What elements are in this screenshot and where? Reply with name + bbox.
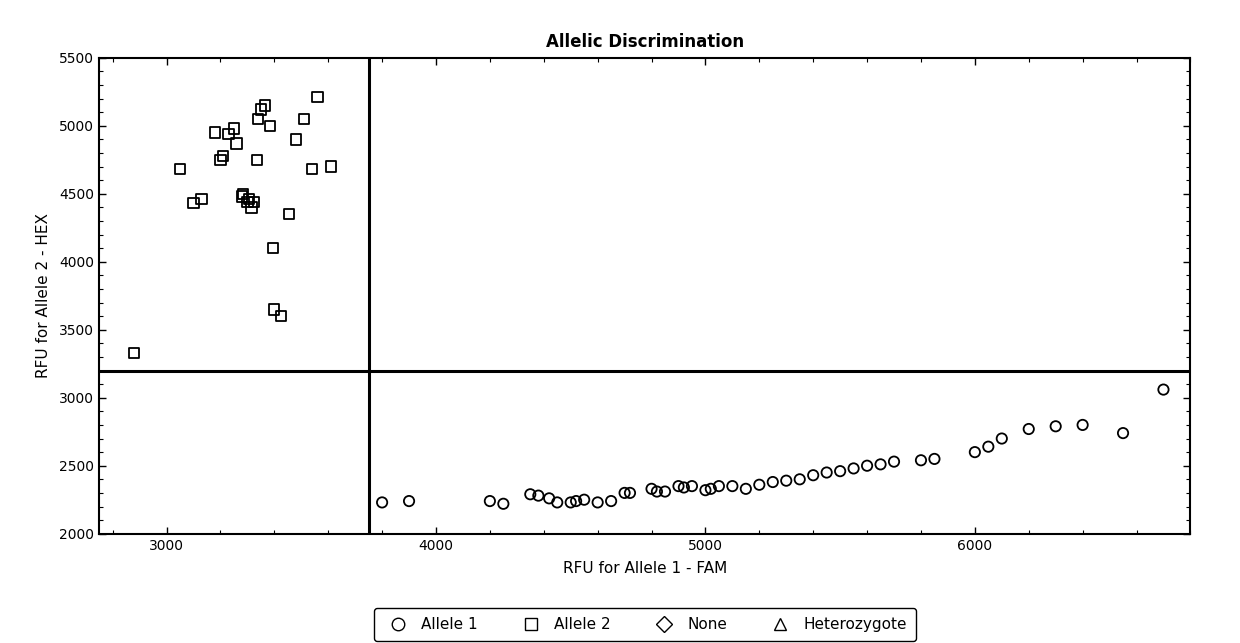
Point <box>239 194 259 204</box>
Point <box>870 459 890 469</box>
Point <box>601 496 621 506</box>
Point <box>668 481 688 491</box>
X-axis label: RFU for Allele 1 - FAM: RFU for Allele 1 - FAM <box>563 561 727 576</box>
Point <box>244 197 264 207</box>
Point <box>192 194 212 204</box>
Point <box>250 104 270 114</box>
Point <box>213 150 233 161</box>
Point <box>494 498 513 509</box>
Point <box>817 467 837 478</box>
Point <box>620 488 640 498</box>
Point <box>279 209 299 219</box>
Point <box>247 155 267 165</box>
Point <box>205 127 224 138</box>
Point <box>303 164 322 174</box>
Point <box>308 92 327 102</box>
Point <box>232 192 252 202</box>
Point <box>857 460 877 471</box>
Point <box>227 138 247 149</box>
Legend: Allele 1, Allele 2, None, Heterozygote: Allele 1, Allele 2, None, Heterozygote <box>373 608 916 641</box>
Point <box>1045 421 1065 431</box>
Point <box>372 497 392 507</box>
Point <box>224 123 244 134</box>
Point <box>701 484 720 494</box>
Point <box>574 494 594 505</box>
Point <box>723 481 743 491</box>
Point <box>124 348 144 358</box>
Point <box>1073 420 1092 430</box>
Point <box>539 493 559 503</box>
Point <box>641 484 661 494</box>
Point <box>992 433 1012 444</box>
Point <box>560 497 580 507</box>
Point <box>831 466 851 476</box>
Point <box>170 164 190 174</box>
Point <box>255 100 275 111</box>
Point <box>696 485 715 495</box>
Title: Allelic Discrimination: Allelic Discrimination <box>546 33 744 51</box>
Point <box>286 134 306 145</box>
Point <box>884 457 904 467</box>
Point <box>911 455 931 466</box>
Point <box>218 129 238 139</box>
Point <box>843 464 863 474</box>
Point <box>528 491 548 501</box>
Point <box>763 477 782 487</box>
Point <box>233 188 253 199</box>
Point <box>264 304 284 314</box>
Point <box>615 488 635 498</box>
Point <box>272 311 291 322</box>
Point <box>263 243 283 253</box>
Point <box>238 197 258 207</box>
Point <box>735 484 755 494</box>
Point <box>260 121 280 131</box>
Point <box>965 447 985 457</box>
Point <box>978 442 998 452</box>
Point <box>655 486 675 496</box>
Point <box>294 114 314 124</box>
Point <box>749 480 769 490</box>
Point <box>321 161 341 172</box>
Point <box>1019 424 1039 434</box>
Point <box>709 481 729 491</box>
Point <box>776 476 796 486</box>
Point <box>399 496 419 506</box>
Point <box>248 114 268 124</box>
Point <box>211 155 231 165</box>
Point <box>925 454 945 464</box>
Point <box>184 198 203 208</box>
Point <box>682 481 702 491</box>
Point <box>521 489 541 500</box>
Point <box>1114 428 1133 439</box>
Y-axis label: RFU for Allele 2 - HEX: RFU for Allele 2 - HEX <box>36 213 51 378</box>
Point <box>480 496 500 506</box>
Point <box>567 496 587 506</box>
Point <box>804 470 823 480</box>
Point <box>588 497 608 507</box>
Point <box>242 203 262 213</box>
Point <box>647 486 667 496</box>
Point <box>1153 385 1173 395</box>
Point <box>790 474 810 484</box>
Point <box>547 497 567 507</box>
Point <box>675 482 694 493</box>
